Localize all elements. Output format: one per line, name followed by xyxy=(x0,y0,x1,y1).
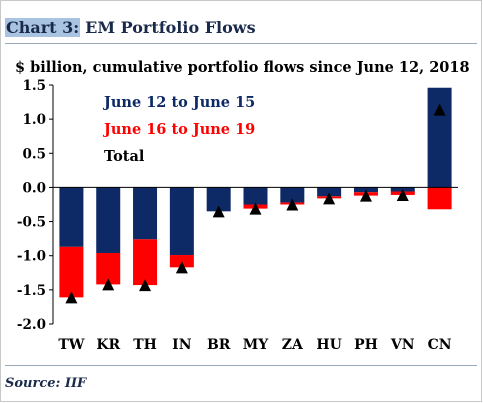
x-tick-label: TH xyxy=(133,337,157,353)
bar-june12-15-th xyxy=(133,187,158,240)
bar-june12-15-za xyxy=(280,187,305,203)
x-tick-label: MY xyxy=(243,337,269,353)
bar-june12-15-in xyxy=(169,187,194,256)
bar-june12-15-tw xyxy=(59,187,84,247)
y-tick-label: -0.5 xyxy=(17,215,46,231)
footer-divider xyxy=(5,365,477,366)
legend-entry-2: Total xyxy=(104,148,145,165)
chart-title: EM Portfolio Flows xyxy=(85,17,256,37)
chart-subtitle: $ billion, cumulative portfolio flows si… xyxy=(15,59,470,76)
total-marker-tw xyxy=(65,291,78,304)
total-marker-in xyxy=(175,261,188,274)
legend-entry-1: June 16 to June 19 xyxy=(102,121,255,138)
x-tick-label: PH xyxy=(354,337,378,353)
bar-june16-19-cn xyxy=(427,187,452,210)
x-tick-label: IN xyxy=(172,337,192,353)
total-marker-hu xyxy=(323,192,336,205)
total-marker-kr xyxy=(102,278,115,291)
x-tick-label: VN xyxy=(390,337,415,353)
total-marker-za xyxy=(286,198,299,211)
x-tick-label: HU xyxy=(316,337,341,353)
y-tick-label: 0.0 xyxy=(23,180,47,196)
y-tick-label: 1.0 xyxy=(23,112,47,128)
total-marker-cn xyxy=(433,103,446,116)
y-tick-label: -1.0 xyxy=(17,249,46,265)
total-marker-my xyxy=(249,202,262,215)
bar-june12-15-cn xyxy=(427,87,452,188)
legend-entry-0: June 12 to June 15 xyxy=(102,94,255,111)
bar-june12-15-hu xyxy=(317,187,342,197)
bar-june12-15-br xyxy=(206,187,231,212)
x-tick-label: ZA xyxy=(282,337,304,353)
y-tick-label: 0.5 xyxy=(23,146,47,162)
chart-header: Chart 3: EM Portfolio Flows xyxy=(5,17,256,37)
total-marker-vn xyxy=(396,188,409,201)
y-tick-label: -2.0 xyxy=(17,317,46,333)
source-note: Source: IIF xyxy=(5,376,87,391)
y-tick-label: -1.5 xyxy=(17,283,46,299)
total-marker-th xyxy=(139,279,152,292)
y-tick-label: 1.5 xyxy=(23,78,47,94)
header-divider xyxy=(5,43,477,44)
x-tick-label: KR xyxy=(96,337,120,353)
total-marker-br xyxy=(212,205,225,218)
bar-june16-19-tw xyxy=(59,246,84,298)
bar-june16-19-in xyxy=(169,255,194,268)
bar-june12-15-kr xyxy=(96,187,121,253)
chart-number-label: Chart 3: xyxy=(5,17,81,37)
bar-june12-15-my xyxy=(243,187,268,205)
bar-june16-19-th xyxy=(133,239,158,286)
total-marker-ph xyxy=(359,189,372,202)
x-tick-label: BR xyxy=(207,337,231,353)
x-tick-label: TW xyxy=(58,337,84,353)
x-tick-label: CN xyxy=(428,337,452,353)
